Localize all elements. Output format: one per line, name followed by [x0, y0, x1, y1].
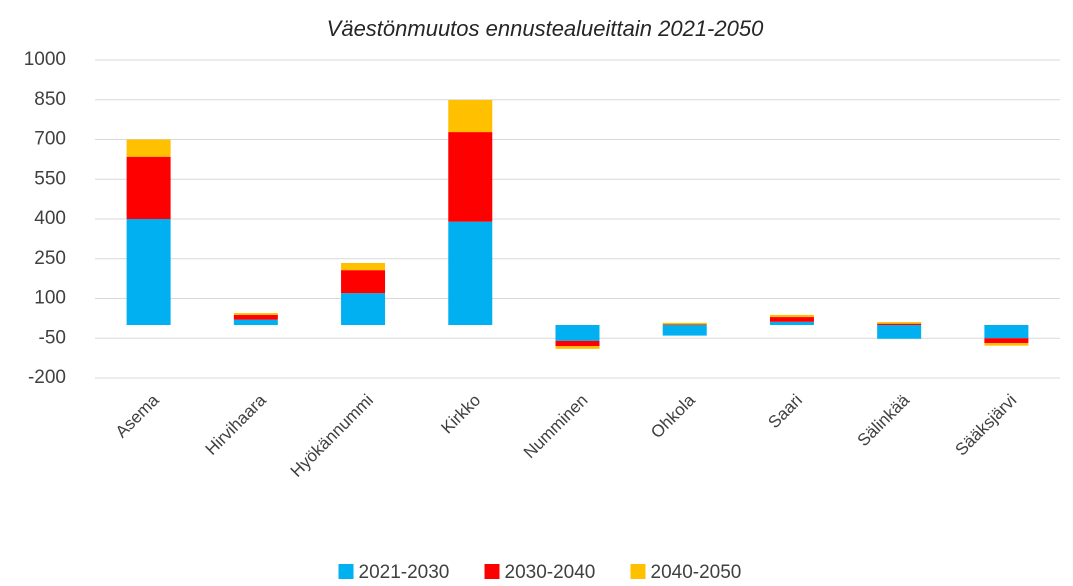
- bar-segment: [984, 325, 1029, 339]
- bar-segment: [877, 323, 922, 325]
- bar-segment: [984, 338, 1029, 344]
- legend-swatch: [630, 564, 646, 579]
- legend-label: 2040-2050: [651, 562, 742, 583]
- x-tick-label: Hirvihaara: [202, 390, 271, 459]
- bar-segment: [555, 340, 600, 347]
- legend-label: 2021-2030: [359, 562, 450, 583]
- bar-segment: [769, 321, 814, 325]
- bar-segment: [662, 324, 707, 325]
- bar-segment: [341, 293, 386, 325]
- x-tick-label: Hyökännummi: [287, 391, 377, 481]
- bar-segment: [769, 317, 814, 322]
- y-tick-label: 850: [34, 89, 66, 110]
- y-tick-label: -200: [28, 367, 66, 388]
- x-tick-label: Saari: [764, 391, 805, 432]
- bar-segment: [769, 314, 814, 318]
- bar-segment: [126, 156, 171, 219]
- bar-segment: [662, 325, 707, 336]
- x-tick-label: Asema: [112, 390, 163, 441]
- bar-segment: [448, 100, 493, 133]
- x-tick-label: Numminen: [520, 391, 592, 463]
- x-tick-label: Kirkko: [437, 391, 484, 438]
- bar-segment: [341, 270, 386, 294]
- legend-swatch: [484, 564, 500, 579]
- y-tick-label: 250: [34, 248, 66, 269]
- y-tick-label: 400: [34, 208, 66, 229]
- bar-segment: [555, 346, 600, 349]
- bar-segment: [877, 325, 922, 339]
- bar-segment: [126, 219, 171, 325]
- bar-segment: [233, 313, 278, 315]
- legend-label: 2030-2040: [505, 562, 596, 583]
- bar-segment: [126, 139, 171, 157]
- legend-swatch: [338, 564, 354, 579]
- x-tick-label: Sääksjärvi: [952, 391, 1021, 460]
- bar-segment: [341, 262, 386, 271]
- y-tick-label: 100: [34, 288, 66, 309]
- y-tick-label: 700: [34, 129, 66, 150]
- y-tick-label: -50: [39, 327, 66, 348]
- bar-segment: [984, 343, 1029, 346]
- bar-segment: [233, 319, 278, 325]
- y-tick-label: 550: [34, 168, 66, 189]
- x-tick-label: Sälinkää: [854, 390, 914, 450]
- bar-segment: [555, 325, 600, 341]
- chart-title: Väestönmuutos ennustealueittain 2021-205…: [327, 16, 764, 41]
- bar-segment: [448, 221, 493, 325]
- bar-segment: [662, 322, 707, 325]
- bar-segment: [448, 132, 493, 222]
- x-tick-label: Ohkola: [647, 390, 699, 442]
- bar-segment: [877, 322, 922, 324]
- bar-segment: [233, 314, 278, 320]
- y-tick-label: 1000: [24, 49, 66, 70]
